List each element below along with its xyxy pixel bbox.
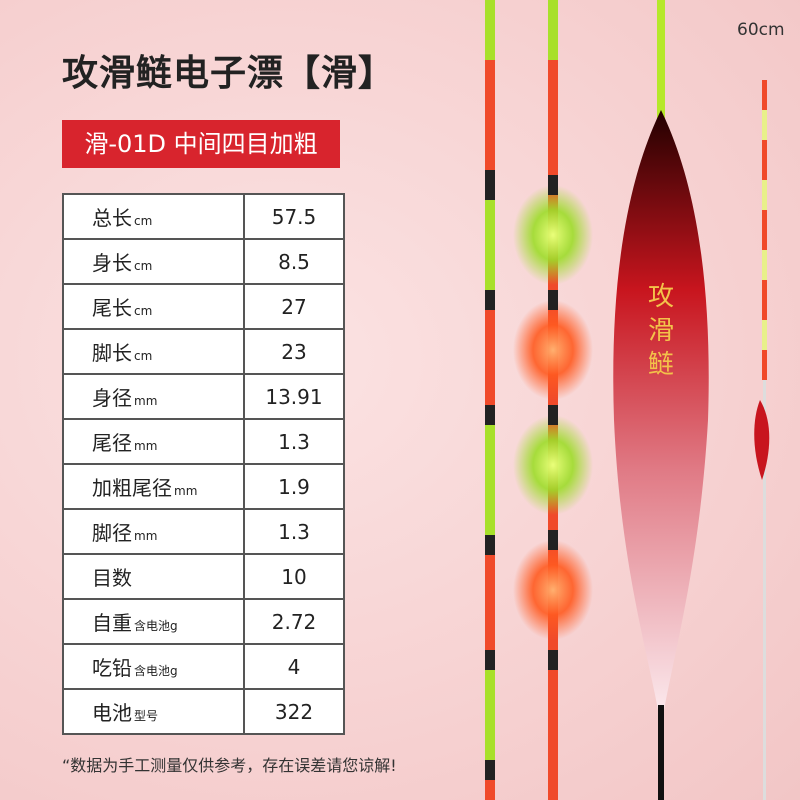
spec-unit: cm — [134, 259, 153, 273]
spec-label: 脚长 — [92, 341, 132, 365]
spec-label-cell: 电池 型号 — [62, 688, 245, 735]
spec-label: 尾径 — [92, 431, 132, 455]
spec-label: 加粗尾径 — [92, 476, 172, 500]
spec-row: 脚长 cm 23 — [62, 328, 345, 375]
main-float: 攻滑鲢 — [613, 0, 709, 800]
spec-row: 目数 10 — [62, 553, 345, 600]
spec-table: 总长 cm 57.5 身长 cm 8.5 尾长 cm 27 脚长 cm 23 身径 mm 13.91 尾径 mm… — [62, 193, 345, 735]
spec-label: 身径 — [92, 386, 132, 410]
spec-label-cell: 身径 mm — [62, 373, 245, 420]
spec-label: 尾长 — [92, 296, 132, 320]
spec-unit: mm — [134, 394, 158, 408]
spec-row: 身长 cm 8.5 — [62, 238, 345, 285]
model-badge: 滑-01D 中间四目加粗 — [62, 120, 340, 168]
spec-unit: mm — [134, 529, 158, 543]
spec-label: 身长 — [92, 251, 132, 275]
scale-label: 60cm — [737, 20, 785, 40]
spec-label-cell: 目数 — [62, 553, 245, 600]
spec-label-cell: 尾径 mm — [62, 418, 245, 465]
spec-label-cell: 吃铅 含电池g — [62, 643, 245, 690]
spec-row: 脚径 mm 1.3 — [62, 508, 345, 555]
spec-value: 23 — [243, 328, 345, 375]
spec-row: 吃铅 含电池g 4 — [62, 643, 345, 690]
spec-value: 4 — [243, 643, 345, 690]
spec-value: 1.3 — [243, 508, 345, 555]
spec-label: 吃铅 — [92, 656, 132, 680]
spec-unit: cm — [134, 214, 153, 228]
title: 攻滑鲢电子漂【滑】 — [62, 53, 396, 94]
spec-value: 1.9 — [243, 463, 345, 510]
spec-value: 10 — [243, 553, 345, 600]
spec-unit: mm — [134, 439, 158, 453]
spec-unit: cm — [134, 304, 153, 318]
spec-label-cell: 总长 cm — [62, 193, 245, 240]
float-text: 攻滑鲢 — [648, 282, 674, 380]
spec-value: 322 — [243, 688, 345, 735]
spec-label: 总长 — [92, 206, 132, 230]
spec-unit: 含电池g — [134, 619, 178, 633]
spec-row: 电池 型号 322 — [62, 688, 345, 735]
spec-label-cell: 脚径 mm — [62, 508, 245, 555]
spec-label: 自重 — [92, 611, 132, 635]
spec-value: 8.5 — [243, 238, 345, 285]
spec-label-cell: 自重 含电池g — [62, 598, 245, 645]
spec-row: 身径 mm 13.91 — [62, 373, 345, 420]
stick-right — [513, 0, 593, 800]
spec-value: 57.5 — [243, 193, 345, 240]
spec-row: 尾长 cm 27 — [62, 283, 345, 330]
spec-label-cell: 加粗尾径 mm — [62, 463, 245, 510]
spec-value: 2.72 — [243, 598, 345, 645]
spec-value: 27 — [243, 283, 345, 330]
spec-unit: mm — [174, 484, 198, 498]
ruler — [754, 80, 770, 800]
spec-row: 自重 含电池g 2.72 — [62, 598, 345, 645]
stick-left — [485, 0, 495, 800]
spec-label-cell: 脚长 cm — [62, 328, 245, 375]
spec-unit: 型号 — [134, 709, 159, 723]
spec-unit: cm — [134, 349, 153, 363]
spec-row: 尾径 mm 1.3 — [62, 418, 345, 465]
spec-label-cell: 尾长 cm — [62, 283, 245, 330]
spec-unit: 含电池g — [134, 664, 178, 678]
footnote: “数据为手工测量仅供参考，存在误差请您谅解! — [62, 756, 397, 775]
spec-row: 总长 cm 57.5 — [62, 193, 345, 240]
spec-label: 电池 — [92, 701, 132, 725]
spec-label-cell: 身长 cm — [62, 238, 245, 285]
spec-value: 1.3 — [243, 418, 345, 465]
spec-row: 加粗尾径 mm 1.9 — [62, 463, 345, 510]
spec-label: 脚径 — [92, 521, 132, 545]
spec-value: 13.91 — [243, 373, 345, 420]
spec-label: 目数 — [92, 566, 132, 590]
